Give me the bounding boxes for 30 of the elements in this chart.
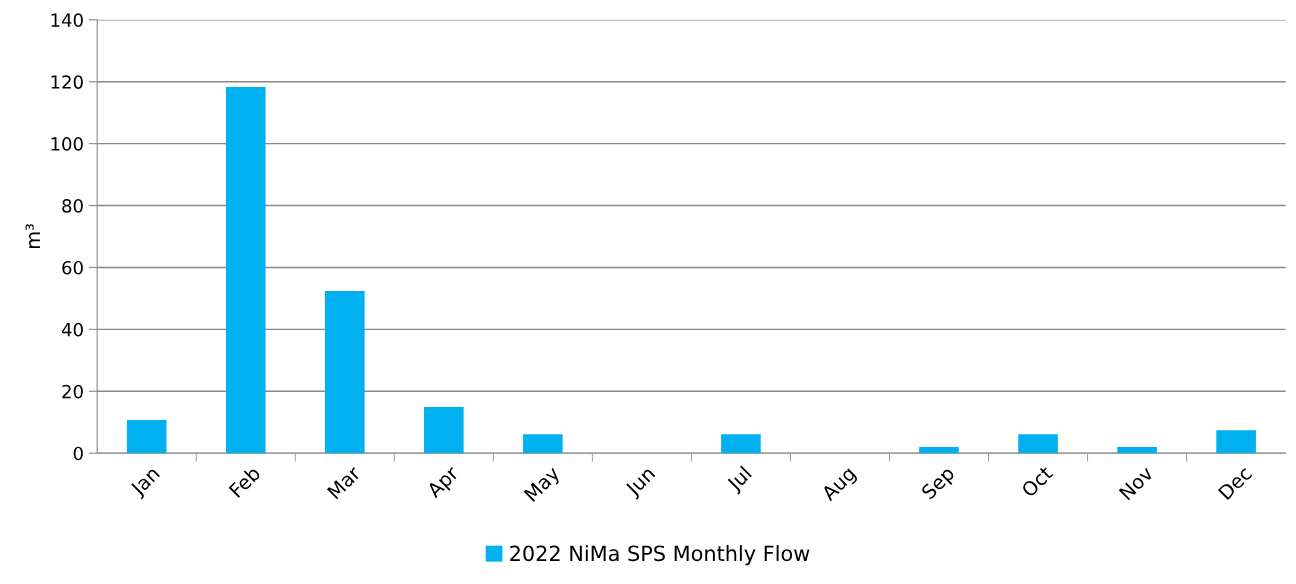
bar (523, 434, 563, 454)
y-tick-label: 80 (62, 199, 83, 213)
x-tick-label: Nov (1118, 465, 1155, 501)
x-tick-label: Sep (920, 465, 958, 503)
bar (919, 446, 959, 454)
bar (324, 291, 365, 454)
y-axis-title: m³ (25, 224, 40, 249)
y-tick-label: 60 (62, 260, 83, 275)
x-tick-label: Jan (129, 465, 163, 500)
x-tick-label: Apr (425, 464, 463, 502)
x-tick-label: Oct (1020, 464, 1054, 498)
x-tick-label: Jul (725, 465, 755, 495)
y-tick-label: 100 (51, 137, 83, 151)
y-tick-label: 120 (51, 75, 83, 89)
bar (1216, 430, 1256, 454)
bar (1018, 434, 1058, 454)
bar (424, 407, 464, 454)
x-tick-label: Jun (624, 465, 659, 500)
bar (721, 434, 761, 454)
y-tick-label: 140 (51, 13, 83, 27)
y-tick-label: 40 (61, 322, 83, 337)
x-tick-label: Mar (326, 464, 362, 500)
legend-label: 2022 NiMa SPS Monthly Flow (510, 545, 810, 566)
bar (225, 87, 266, 454)
x-tick-label: Feb (228, 465, 262, 498)
bar (1117, 446, 1157, 454)
y-tick-label: 20 (62, 384, 83, 399)
x-tick-label: Dec (1217, 465, 1253, 501)
bar (126, 420, 167, 454)
y-tick-label: 0 (73, 446, 83, 461)
